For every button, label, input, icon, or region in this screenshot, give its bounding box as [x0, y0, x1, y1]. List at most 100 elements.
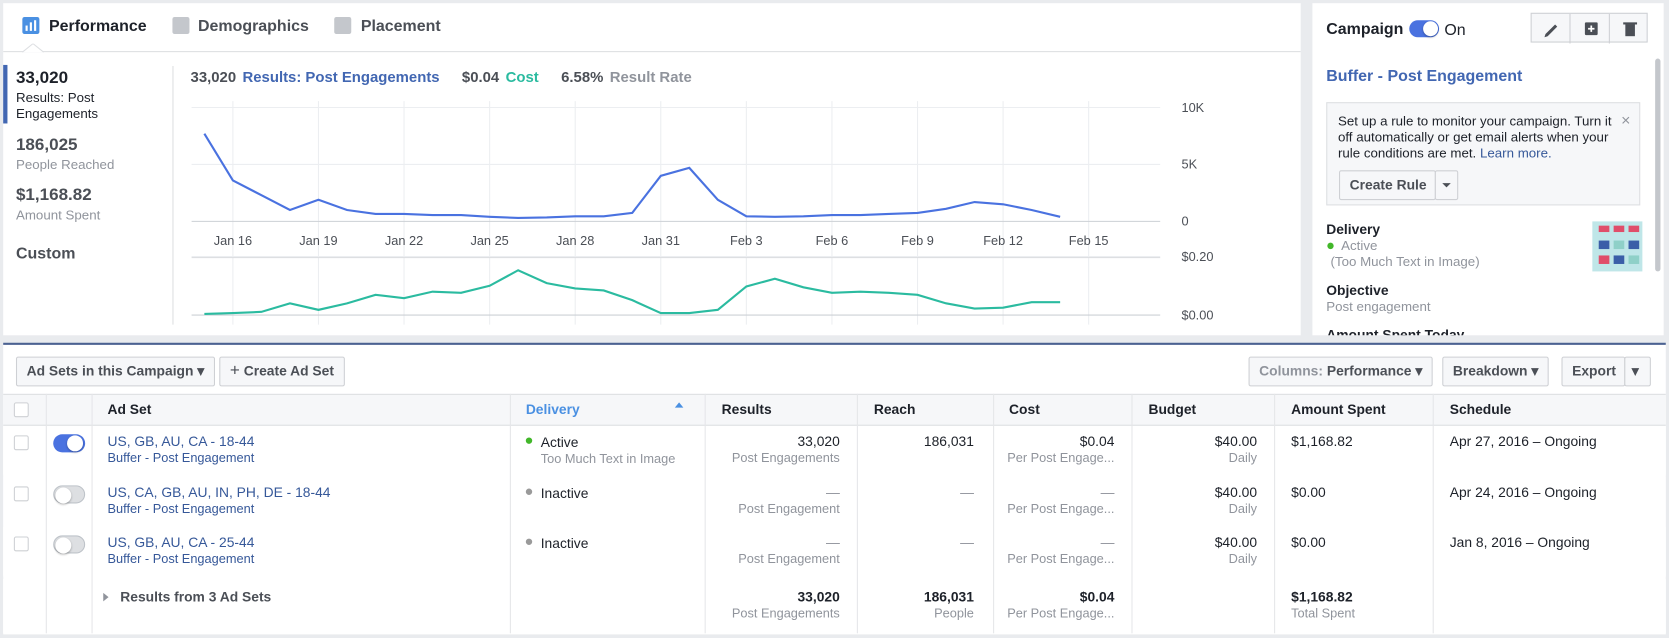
results-note: Post Engagements: [731, 450, 840, 466]
summary-value[interactable]: 33,020: [15, 69, 69, 88]
footer-spent: $1,168.82: [1291, 588, 1353, 605]
schedule: Apr 27, 2016 – Ongoing: [1449, 433, 1597, 450]
header-label[interactable]: Results: Post Engagements: [242, 68, 440, 86]
ad-set-name[interactable]: US, GB, AU, CA - 25-44: [107, 534, 255, 551]
status-dot: [525, 538, 533, 545]
breakdown-dropdown[interactable]: Breakdown ▾: [1442, 356, 1549, 387]
rule-text: Set up a rule to monitor your campaign. …: [1337, 113, 1612, 161]
header-label[interactable]: Result Rate: [609, 68, 692, 86]
tab[interactable]: Performance: [48, 17, 147, 36]
summary-value[interactable]: $1,168.82: [15, 186, 92, 205]
budget: $40.00: [1214, 483, 1258, 500]
delivery-note: (Too Much Text in Image): [1330, 254, 1480, 270]
x-tick-label: Feb 12: [983, 233, 1023, 248]
header-row: [3, 393, 1666, 426]
x-tick-label: Jan 28: [556, 233, 594, 248]
column-divider: [704, 393, 706, 634]
column-header[interactable]: Amount Spent: [1291, 401, 1386, 418]
delivery-note: Too Much Text in Image: [540, 451, 676, 467]
export-dropdown[interactable]: ▾: [1624, 356, 1651, 387]
create-rule-button[interactable]: Create Rule: [1339, 170, 1436, 201]
side-panel: Campaign On Buffer - Post Engagement Set…: [1312, 3, 1664, 336]
tab[interactable]: Placement: [360, 17, 441, 36]
footer-spent-note: Total Spent: [1291, 605, 1356, 621]
checkbox[interactable]: [13, 536, 29, 552]
footer-label[interactable]: Results from 3 Ad Sets: [120, 588, 272, 605]
delivery-status: Inactive: [540, 535, 589, 552]
column-header[interactable]: Cost: [1009, 401, 1040, 418]
tab-icon: [334, 17, 352, 35]
action-buttons[interactable]: [1530, 12, 1648, 44]
ad-set-name[interactable]: US, CA, GB, AU, IN, PH, DE - 18-44: [107, 483, 331, 500]
column-header[interactable]: Delivery: [525, 401, 580, 418]
export-button[interactable]: Export: [1561, 356, 1626, 387]
selected-bar: [3, 64, 8, 124]
amount-spent: $1,168.82: [1291, 433, 1353, 450]
x-tick-label: Feb 15: [1069, 233, 1109, 248]
tab-icon: [22, 17, 40, 35]
column-divider: [1131, 393, 1133, 634]
ad-sets-label: Ad Sets in this Campaign: [26, 362, 194, 379]
ad-sets-dropdown[interactable]: Ad Sets in this Campaign ▾: [15, 356, 215, 387]
cost-note: Per Post Engage...: [1007, 450, 1115, 466]
budget-note: Daily: [1228, 551, 1258, 567]
toggle[interactable]: [53, 535, 86, 554]
cost-note: Per Post Engage...: [1007, 551, 1115, 567]
column-divider: [1274, 393, 1276, 634]
toggle[interactable]: [53, 484, 86, 503]
close-icon[interactable]: ×: [1621, 111, 1631, 130]
budget: $40.00: [1214, 433, 1258, 450]
action-icons: [1544, 13, 1638, 44]
header-label[interactable]: Cost: [505, 68, 539, 86]
amount-spent: $0.00: [1291, 483, 1326, 500]
ad-set-campaign[interactable]: Buffer - Post Engagement: [107, 450, 255, 466]
ad-thumbnail[interactable]: [1592, 221, 1643, 272]
toggle[interactable]: [1409, 20, 1440, 38]
checkbox[interactable]: [13, 402, 29, 418]
columns-dropdown[interactable]: Columns: Performance ▾: [1248, 356, 1433, 387]
toggle[interactable]: [53, 434, 86, 453]
delivery-status: Inactive: [540, 484, 589, 501]
summary-value[interactable]: 186,025: [15, 136, 78, 155]
create-ad-set-button[interactable]: + Create Ad Set: [219, 356, 345, 387]
ad-set-campaign[interactable]: Buffer - Post Engagement: [107, 551, 255, 567]
schedule: Apr 24, 2016 – Ongoing: [1449, 483, 1597, 500]
footer-results-note: Post Engagements: [731, 605, 840, 621]
tab-icon: [172, 17, 190, 35]
ad-set-name[interactable]: US, GB, AU, CA - 18-44: [107, 433, 255, 450]
delivery-status: Active: [1341, 238, 1378, 254]
cost: —: [1100, 534, 1115, 551]
column-header[interactable]: Reach: [873, 401, 916, 418]
column-header[interactable]: Results: [721, 401, 772, 418]
footer-reach-note: People: [934, 605, 974, 621]
summary-label: People Reached: [15, 157, 115, 173]
expand-icon[interactable]: [103, 592, 109, 602]
column-header[interactable]: Schedule: [1449, 401, 1512, 418]
column-divider: [45, 393, 47, 634]
performance-panel: [3, 3, 1301, 336]
x-tick-label: Jan 31: [642, 233, 680, 248]
dropdown-button[interactable]: [1434, 170, 1459, 201]
column-header[interactable]: Ad Set: [107, 401, 152, 418]
reach: —: [960, 483, 974, 500]
budget: $40.00: [1214, 534, 1258, 551]
campaign-label: Campaign: [1326, 20, 1404, 39]
checkbox[interactable]: [13, 485, 29, 501]
delivery-label: Delivery: [1326, 221, 1381, 238]
campaign-name[interactable]: Buffer - Post Engagement: [1326, 67, 1523, 86]
reach: —: [960, 534, 974, 551]
amount-spent: $0.00: [1291, 534, 1326, 551]
scrollbar[interactable]: [1655, 58, 1661, 272]
chart-header: 33,020 Results: Post Engagements $0.04 Cost…: [191, 68, 715, 85]
results: 33,020: [797, 433, 840, 450]
custom-metric[interactable]: Custom: [15, 244, 76, 263]
x-tick-label: Feb 3: [730, 233, 763, 248]
column-header[interactable]: Budget: [1148, 401, 1197, 418]
ad-set-campaign[interactable]: Buffer - Post Engagement: [107, 500, 255, 516]
learn-more-link[interactable]: Learn more.: [1479, 145, 1552, 161]
columns-value: Performance: [1326, 362, 1412, 379]
divider: [172, 65, 174, 325]
checkbox[interactable]: [13, 435, 29, 451]
tab[interactable]: Demographics: [197, 17, 309, 36]
